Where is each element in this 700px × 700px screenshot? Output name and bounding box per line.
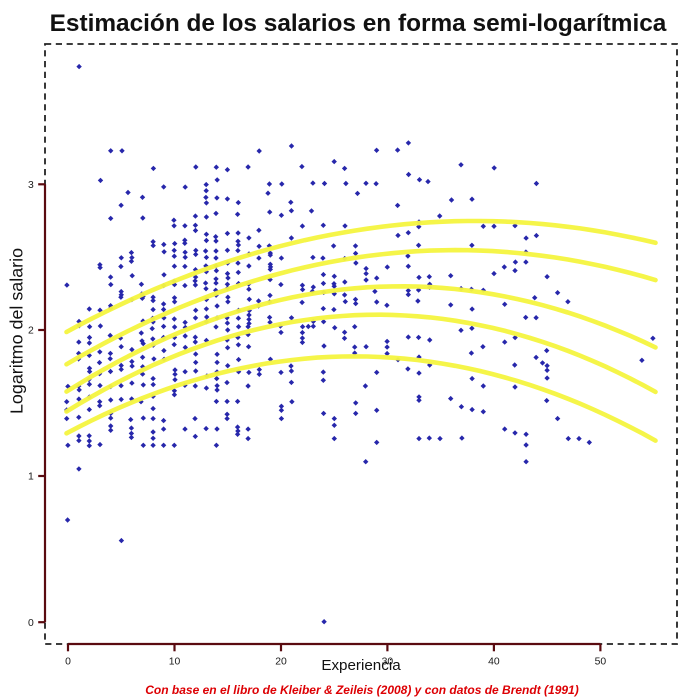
svg-text:50: 50	[595, 657, 607, 668]
svg-text:Experiencia: Experiencia	[321, 657, 401, 674]
svg-text:0: 0	[65, 657, 71, 668]
svg-text:Estimación de los salarios en: Estimación de los salarios en forma semi…	[50, 10, 667, 37]
svg-text:30: 30	[382, 657, 394, 668]
svg-text:1: 1	[28, 472, 34, 483]
svg-text:20: 20	[275, 657, 287, 668]
svg-text:Con base en el libro de Kleibe: Con base en el libro de Kleiber & Zeilei…	[145, 683, 578, 697]
svg-text:2: 2	[28, 326, 34, 337]
svg-text:Logaritmo del salario: Logaritmo del salario	[6, 248, 26, 414]
svg-text:10: 10	[169, 657, 181, 668]
svg-text:40: 40	[488, 657, 500, 668]
svg-text:3: 3	[28, 180, 34, 191]
svg-text:0: 0	[28, 618, 34, 629]
